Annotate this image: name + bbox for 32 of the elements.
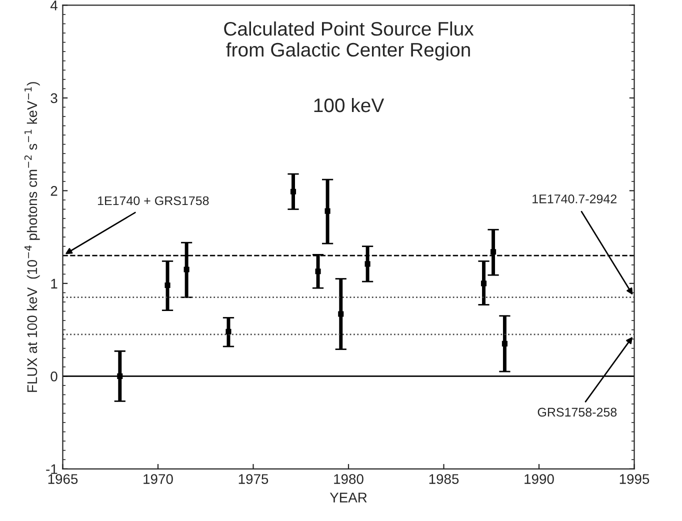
point (324, 208, 330, 214)
point (338, 311, 344, 317)
point (364, 261, 370, 267)
ref-line-label: 1E1740 + GRS1758 (98, 196, 209, 206)
text: 100 keV (314, 98, 384, 112)
x-tick-label: 1975 (238, 474, 268, 484)
ref-line-label: 1E1740.7-2942 (532, 194, 616, 204)
y-tick-label: 1 (51, 278, 58, 288)
y-tick-label: 2 (50, 186, 58, 196)
point (184, 266, 190, 272)
point (315, 268, 321, 274)
y-tick-label: 0 (50, 371, 58, 382)
point (490, 249, 496, 255)
x-tick-label: 1980 (334, 474, 364, 484)
point (164, 282, 170, 288)
ref-line-label: GRS1758-258 (538, 408, 617, 417)
point (290, 188, 296, 194)
point (502, 340, 508, 346)
x-tick-label: 1990 (524, 474, 554, 484)
point (226, 328, 232, 334)
x-tick-label: 1985 (429, 474, 459, 484)
point (117, 373, 123, 379)
x-tick-label: 1995 (620, 474, 650, 484)
y-tick-label: 4 (50, 0, 58, 10)
x-tick-label: 1970 (144, 474, 173, 484)
x-tick-label: 1965 (48, 474, 78, 484)
point (480, 280, 487, 286)
x-axis-title: YEAR (330, 492, 367, 502)
text: Calculated Point Source Flux from Galactic Center Region (224, 21, 474, 61)
y-tick-label: 3 (50, 93, 58, 104)
y-tick-label: -1 (46, 464, 58, 474)
text: FLUX at 100 keV (10$^{−4}$ photons cm$^{−2}$ s$^{−1}$ keV$^{−1}$) (24, 82, 40, 392)
